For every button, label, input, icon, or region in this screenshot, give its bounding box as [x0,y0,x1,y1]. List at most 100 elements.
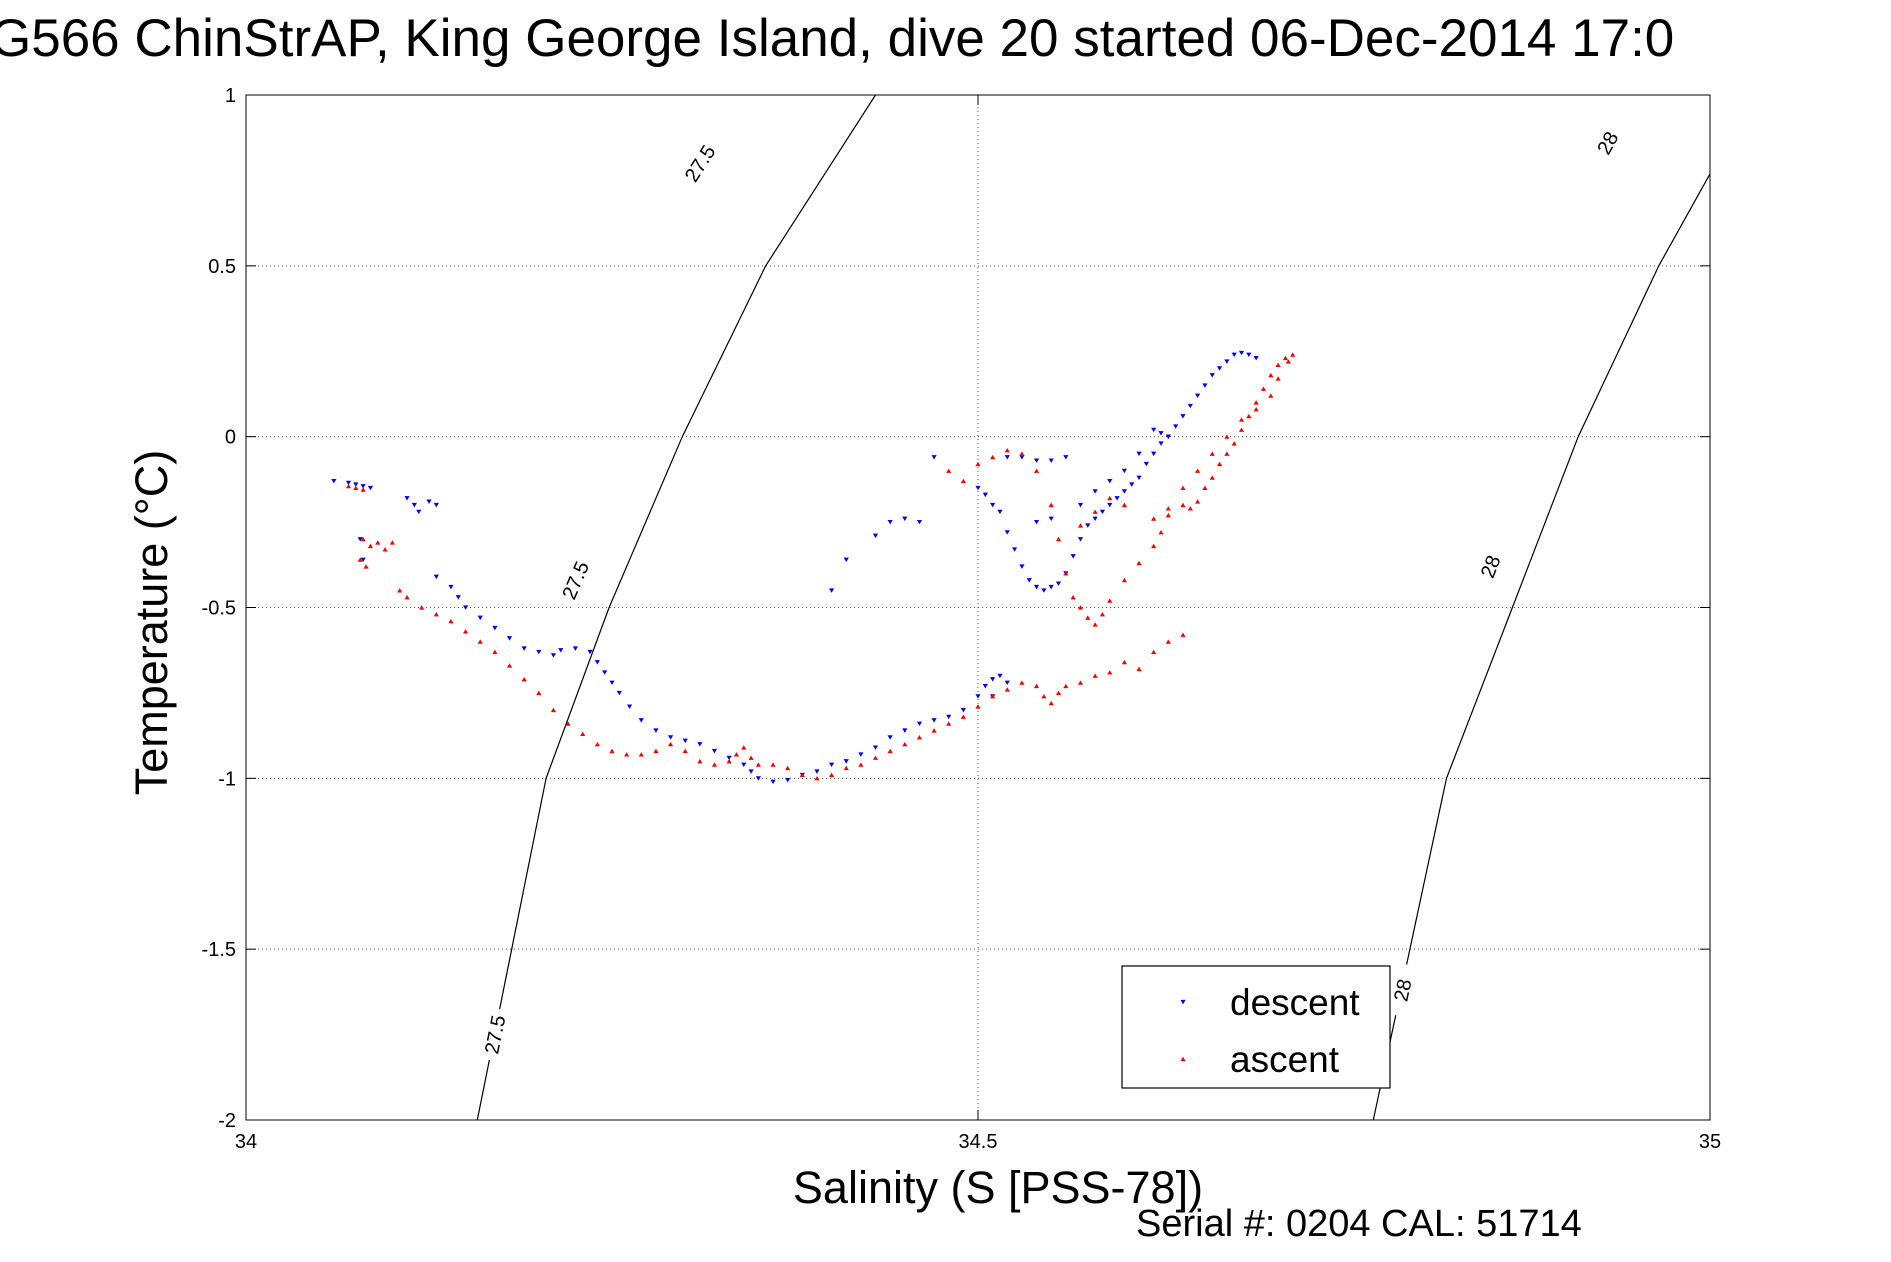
ascent-point [463,629,469,634]
ascent-point [902,741,908,747]
ascent-point [843,765,849,771]
ascent-point [711,762,718,767]
descent-point [1077,537,1084,542]
legend: descent ascent [1121,965,1391,1089]
ascent-point [1070,594,1076,600]
ascent-point [1195,499,1201,504]
descent-point [1041,588,1047,593]
ascent-point [536,690,542,695]
ascent-point [565,721,571,726]
descent-point [667,735,674,740]
ascent-point [697,758,703,764]
isopycnal-label-bg [553,551,598,610]
isopycnal-label-bg [1384,962,1421,1019]
ascent-point [1092,509,1098,514]
ascent-point [1136,560,1142,566]
ascent-point [419,605,425,610]
descent-point [1187,403,1193,409]
isopycnal-label: 28 [1390,977,1416,1003]
data-series [331,350,1296,785]
descent-point [1026,578,1032,583]
descent-point [975,694,981,699]
ascent-point [1195,468,1201,473]
ascent-point [829,772,835,777]
descent-point [1231,352,1237,358]
descent-point [536,649,542,655]
descent-point [594,660,600,665]
ascent-point [1063,683,1069,689]
descent-point [1136,475,1142,481]
ascent-point [887,748,893,754]
descent-point [829,588,835,593]
y-tick-label: 1 [225,85,236,107]
descent-point [1048,584,1054,590]
ascent-point [755,762,761,767]
ascent-point [858,762,864,767]
ascent-point [1165,506,1171,511]
ascent-point [521,676,527,682]
descent-point [1063,455,1069,460]
descent-point [1158,441,1164,446]
ascent-point [748,755,754,760]
ascent-point [1209,475,1215,480]
descent-point [697,742,703,747]
ascent-point [357,557,363,562]
ascent-point [1165,639,1171,644]
ascent-point [733,752,740,757]
ascent-point [404,594,410,600]
descent-point [1216,366,1223,371]
ascent-point [1260,386,1267,391]
descent-point [1070,554,1076,559]
ascent-point [1268,372,1274,378]
descent-point [755,776,761,781]
legend-label-ascent: ascent [1230,1039,1340,1080]
descent-point [872,533,879,539]
descent-point [1143,461,1149,467]
ascent-point [345,483,352,489]
descent-point [711,748,718,754]
ascent-point [375,540,381,545]
ascent-point [1121,502,1127,508]
descent-point [1165,434,1171,440]
ascent-point [682,748,688,754]
ascent-point [1107,670,1113,675]
descent-point [572,646,578,651]
ascent-point [1180,485,1186,490]
ascent-point [741,745,747,750]
ascent-point [1041,693,1047,699]
ascent-point [726,758,732,764]
descent-point [653,728,659,733]
descent-point [916,520,923,525]
ascent-point [389,540,395,545]
descent-point [550,653,557,658]
descent-point [1114,496,1120,501]
descent-point [492,625,498,631]
ascent-point [990,454,996,460]
legend-label-descent: descent [1230,982,1360,1023]
ascent-point [931,728,937,733]
isopycnal-label-bg [1468,537,1512,596]
ascent-point [448,618,454,624]
descent-point [1151,451,1157,457]
ascent-point [1121,577,1127,583]
isopycnal-label-bg [1583,113,1632,172]
ascent-point [667,741,674,747]
descent-point [1004,680,1010,686]
ascent-point [1282,355,1289,361]
ascent-point [1165,512,1171,518]
descent-point [843,759,849,764]
descent-point [975,485,981,491]
descent-point [1099,509,1106,515]
x-axis-ticks: 34 34.5 35 [235,95,1721,1153]
ascent-point [397,588,403,593]
descent-point [1107,502,1113,508]
descent-point [1121,489,1127,494]
descent-point [960,707,966,713]
ascent-point [799,772,805,777]
ascent-point [814,775,820,781]
descent-point [1085,523,1091,528]
ascent-point [1268,393,1274,398]
descent-point [558,648,564,653]
descent-point [463,605,469,610]
